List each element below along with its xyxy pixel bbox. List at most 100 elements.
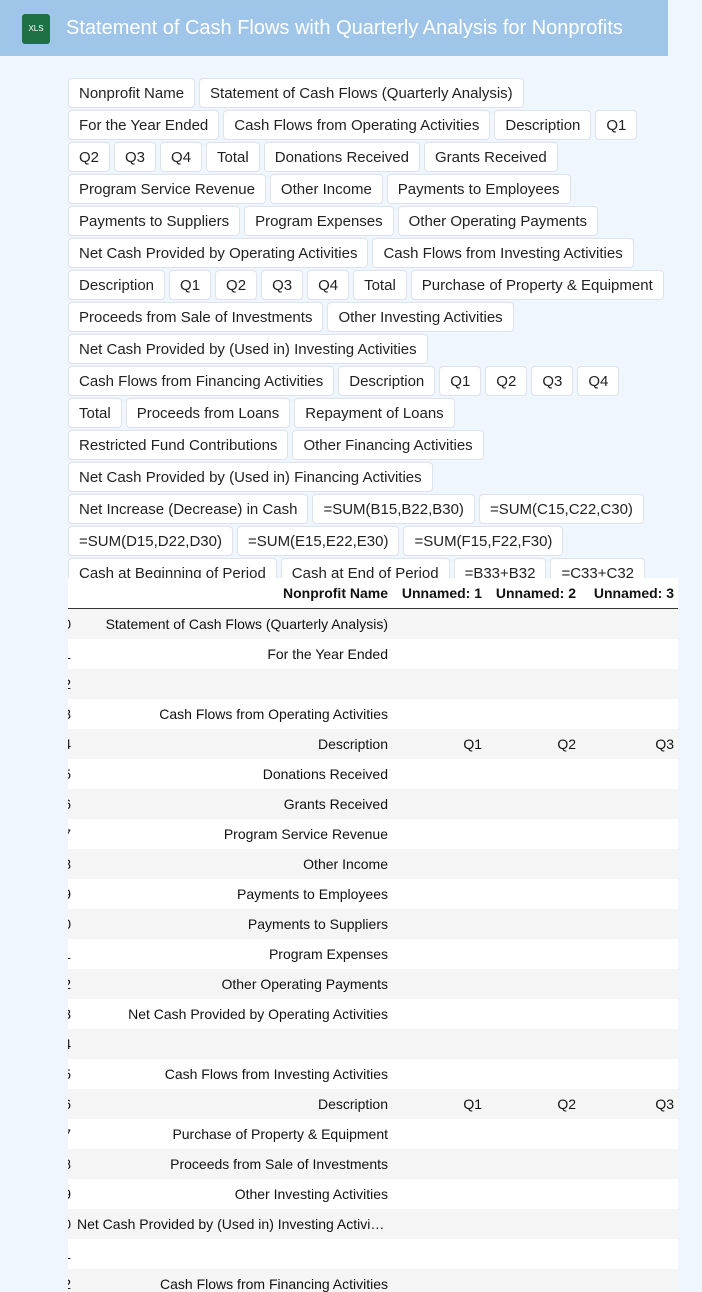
row-index: 17 (68, 1119, 77, 1149)
row-index: 4 (68, 729, 77, 759)
chip[interactable]: Statement of Cash Flows (Quarterly Analy… (199, 78, 524, 108)
chip[interactable]: Total (68, 398, 122, 428)
chip[interactable]: Cash Flows from Financing Activities (68, 366, 335, 396)
table-cell (392, 1029, 486, 1059)
table-cell (392, 1269, 486, 1292)
chip[interactable]: Q3 (114, 142, 157, 172)
file-icon: XLS (22, 14, 50, 44)
table-cell (392, 669, 486, 699)
table-row: 18Proceeds from Sale of Investments (68, 1149, 678, 1179)
chip[interactable]: Q2 (68, 142, 111, 172)
chip[interactable]: Net Cash Provided by (Used in) Investing… (68, 334, 428, 364)
table-cell (580, 1119, 678, 1149)
table-row: 4DescriptionQ1Q2Q3 (68, 729, 678, 759)
row-index: 15 (68, 1059, 77, 1089)
chip[interactable]: Other Operating Payments (397, 206, 599, 236)
chip[interactable]: Q4 (160, 142, 203, 172)
chip[interactable]: Proceeds from Loans (125, 398, 291, 428)
chip[interactable]: Restricted Fund Contributions (68, 430, 289, 460)
chip[interactable]: =SUM(E15,E22,E30) (236, 526, 400, 556)
chip[interactable]: Total (353, 270, 407, 300)
chip[interactable]: Purchase of Property & Equipment (410, 270, 664, 300)
table-cell: Q1 (392, 1089, 486, 1119)
chip[interactable]: Payments to Suppliers (68, 206, 241, 236)
table-cell (392, 1179, 486, 1209)
table-cell (486, 669, 580, 699)
chip[interactable]: Q2 (215, 270, 258, 300)
table-cell (486, 789, 580, 819)
chip[interactable]: =SUM(D15,D22,D30) (68, 526, 233, 556)
table-row: 13 Net Cash Provided by Operating Activit… (68, 999, 678, 1029)
table-row: 1 For the Year Ended (68, 639, 678, 669)
chip[interactable]: Total (206, 142, 260, 172)
chip[interactable]: Proceeds from Sale of Investments (68, 302, 324, 332)
table-row: 22Cash Flows from Financing Activities (68, 1269, 678, 1292)
title: Statement of Cash Flows with Quarterly A… (66, 17, 623, 39)
chip[interactable]: Net Increase (Decrease) in Cash (68, 494, 309, 524)
table-row: 0Statement of Cash Flows (Quarterly Anal… (68, 608, 678, 639)
chip[interactable]: Program Expenses (244, 206, 394, 236)
chip[interactable]: Q3 (261, 270, 304, 300)
chip[interactable]: Q2 (485, 366, 528, 396)
chip[interactable]: Net Cash Provided by Operating Activitie… (68, 238, 369, 268)
chip[interactable]: Description (494, 110, 592, 140)
table-cell (580, 939, 678, 969)
table-row: 20Net Cash Provided by (Used in) Investi… (68, 1209, 678, 1239)
chip[interactable]: Q4 (307, 270, 350, 300)
row-index: 7 (68, 819, 77, 849)
row-index: 0 (68, 608, 77, 639)
table-cell (77, 1239, 392, 1269)
chip[interactable]: Repayment of Loans (294, 398, 455, 428)
chip[interactable]: Other Financing Activities (292, 430, 484, 460)
table-cell (392, 819, 486, 849)
table-cell (580, 1179, 678, 1209)
table-cell: Net Cash Provided by Operating Activitie… (128, 1006, 388, 1022)
table-cell (486, 608, 580, 639)
chip[interactable]: Q1 (439, 366, 482, 396)
table-cell (77, 1029, 392, 1059)
column-header: Unnamed: 1 (392, 578, 486, 609)
table-cell (486, 639, 580, 669)
chip[interactable]: Payments to Employees (386, 174, 571, 204)
table-cell: Other Income (77, 849, 392, 879)
chip[interactable]: Q1 (595, 110, 638, 140)
chip[interactable]: Other Income (269, 174, 383, 204)
chip[interactable]: =SUM(C15,C22,C30) (478, 494, 644, 524)
chip[interactable]: Program Service Revenue (68, 174, 266, 204)
table-cell (486, 1179, 580, 1209)
column-header: Nonprofit Name (77, 578, 392, 609)
table-cell (580, 1269, 678, 1292)
table-cell (580, 1029, 678, 1059)
chip[interactable]: Cash Flows from Operating Activities (223, 110, 491, 140)
table-row: 6Grants Received (68, 789, 678, 819)
chip[interactable]: Q3 (531, 366, 574, 396)
table-cell (486, 1059, 580, 1089)
chip[interactable]: For the Year Ended (68, 110, 220, 140)
chip[interactable]: Donations Received (263, 142, 420, 172)
table-cell (392, 939, 486, 969)
row-index: 5 (68, 759, 77, 789)
table-cell (392, 879, 486, 909)
table-row: 15 Cash Flows from Investing Activities (68, 1059, 678, 1089)
chip[interactable]: Description (68, 270, 166, 300)
table-cell: Program Service Revenue (223, 826, 388, 842)
table-cell: Purchase of Property & Equipment (172, 1126, 388, 1142)
chip[interactable]: Nonprofit Name (68, 78, 196, 108)
chip[interactable]: Q1 (169, 270, 212, 300)
table-cell: Program Expenses (268, 946, 388, 962)
chip[interactable]: Cash Flows from Investing Activities (372, 238, 634, 268)
chip[interactable]: Q4 (577, 366, 620, 396)
table-cell (392, 1239, 486, 1269)
column-header: Unnamed: 2 (486, 578, 580, 609)
chip[interactable]: Other Investing Activities (327, 302, 514, 332)
chip[interactable]: =SUM(F15,F22,F30) (403, 526, 564, 556)
table-cell (392, 1119, 486, 1149)
table-row: 3 Cash Flows from Operating Activities (68, 699, 678, 729)
chip[interactable]: Net Cash Provided by (Used in) Financing… (68, 462, 433, 492)
table-cell: Statement of Cash Flows (Quarterly Analy… (77, 608, 392, 639)
chip[interactable]: =SUM(B15,B22,B30) (312, 494, 475, 524)
row-index: 2 (68, 669, 77, 699)
chip[interactable]: Grants Received (423, 142, 558, 172)
chip[interactable]: Description (338, 366, 436, 396)
